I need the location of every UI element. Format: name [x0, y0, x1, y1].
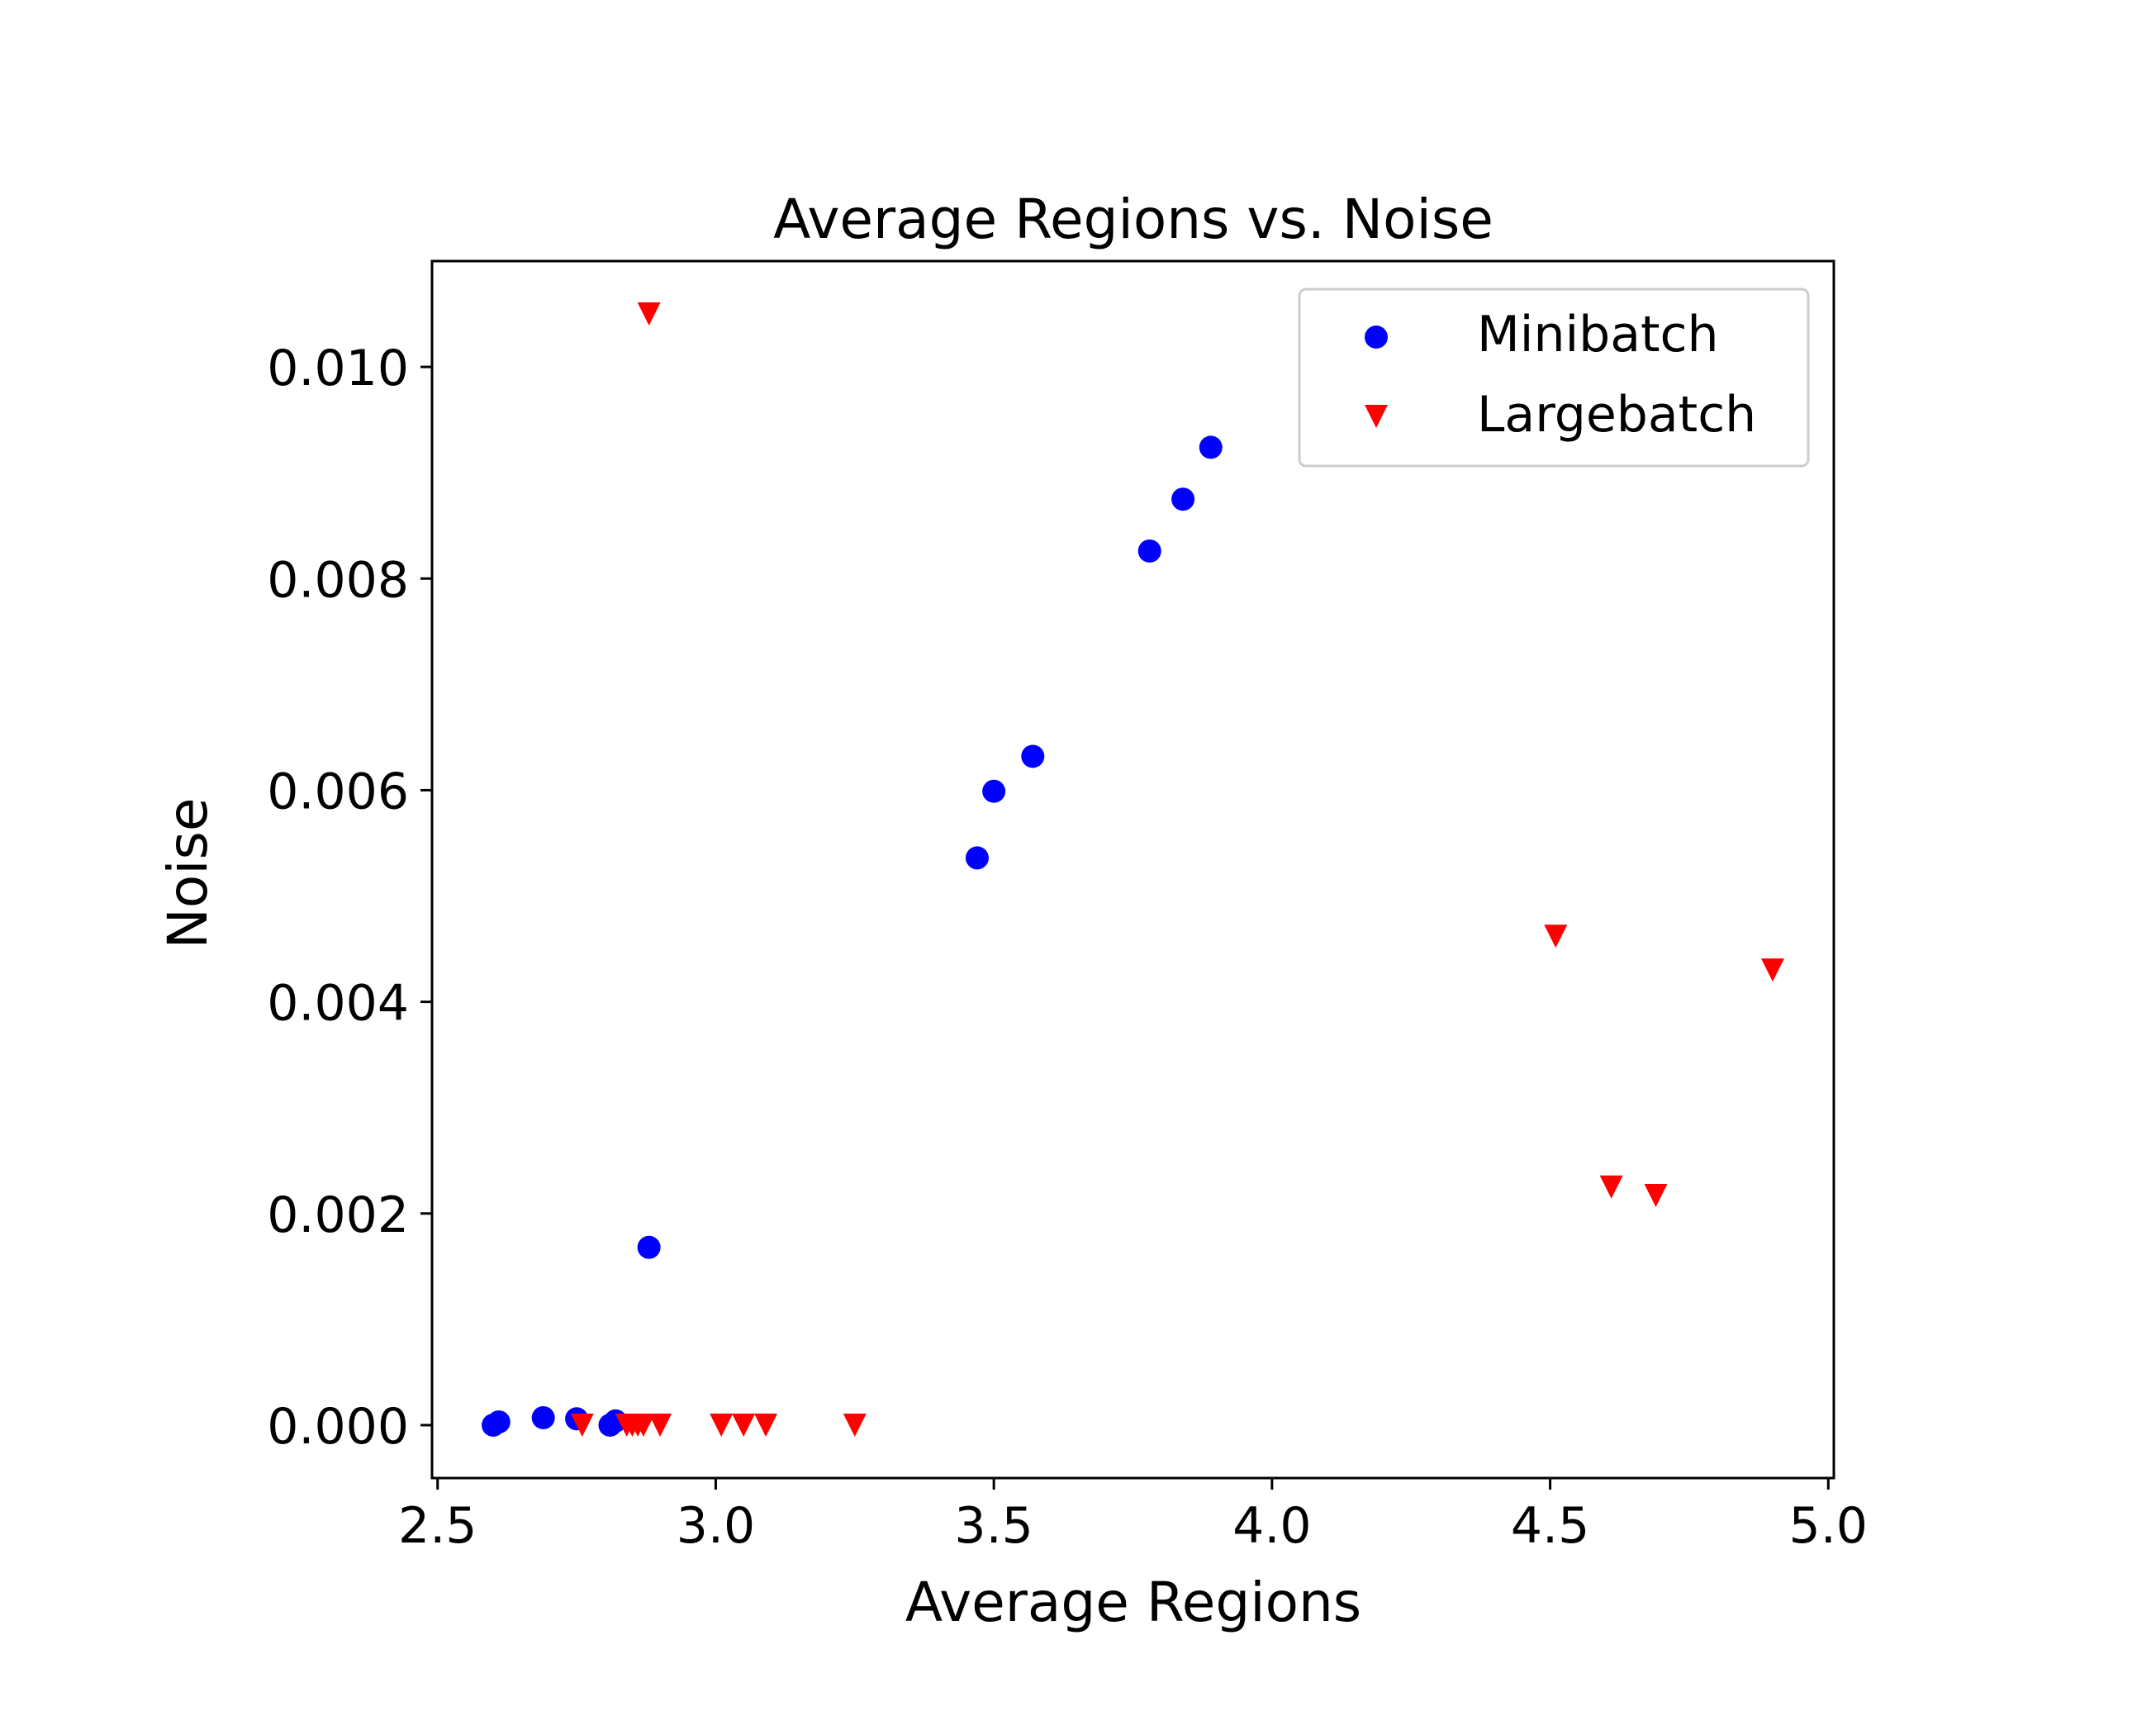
point-largebatch [637, 302, 661, 326]
point-largebatch [1644, 1184, 1668, 1208]
y-tick-label: 0.008 [267, 551, 409, 609]
x-tick-label: 3.0 [677, 1497, 755, 1555]
y-axis-ticks: 0.000 0.002 0.004 0.006 0.008 0.010 [267, 340, 432, 1456]
y-tick-label: 0.010 [267, 340, 409, 397]
x-tick-label: 4.0 [1232, 1497, 1311, 1555]
y-tick-label: 0.002 [267, 1186, 409, 1244]
point-largebatch [570, 1413, 594, 1437]
point-largebatch [1544, 925, 1568, 948]
point-minibatch [965, 846, 989, 870]
legend: Minibatch Largebatch [1298, 288, 1810, 468]
point-minibatch [1021, 744, 1045, 768]
legend-marker-minibatch [1365, 326, 1388, 349]
point-largebatch [843, 1413, 867, 1437]
legend-label-largebatch: Largebatch [1477, 386, 1756, 444]
x-tick-label: 4.5 [1511, 1497, 1589, 1555]
point-largebatch [648, 1413, 672, 1437]
legend-box [1298, 288, 1810, 468]
point-minibatch [1137, 539, 1161, 563]
legend-marker-largebatch [1365, 405, 1388, 428]
point-largebatch [754, 1413, 778, 1437]
legend-label-minibatch: Minibatch [1477, 306, 1719, 364]
point-minibatch [487, 1410, 511, 1434]
chart-title: Average Regions vs. Noise [773, 188, 1494, 251]
y-axis-label: Noise [156, 797, 220, 948]
point-minibatch [982, 779, 1006, 803]
y-tick-label: 0.006 [267, 763, 409, 820]
x-tick-label: 5.0 [1789, 1497, 1868, 1555]
x-axis-ticks: 2.5 3.0 3.5 4.0 4.5 5.0 [398, 1478, 1868, 1555]
plot-area-frame [430, 259, 1835, 1480]
point-minibatch [637, 1235, 661, 1259]
data-marks [482, 302, 1784, 1437]
x-tick-label: 3.5 [954, 1497, 1033, 1555]
point-largebatch [1760, 958, 1784, 982]
point-largebatch [710, 1413, 734, 1437]
y-tick-label: 0.004 [267, 975, 409, 1033]
x-tick-label: 2.5 [398, 1497, 477, 1555]
x-axis-label: Average Regions [905, 1571, 1361, 1634]
point-minibatch [531, 1405, 555, 1429]
point-minibatch [1171, 487, 1195, 511]
point-largebatch [732, 1413, 756, 1437]
point-largebatch [1599, 1175, 1623, 1199]
y-tick-label: 0.000 [267, 1398, 409, 1456]
point-minibatch [1199, 435, 1223, 459]
point-largebatch [631, 1413, 655, 1437]
